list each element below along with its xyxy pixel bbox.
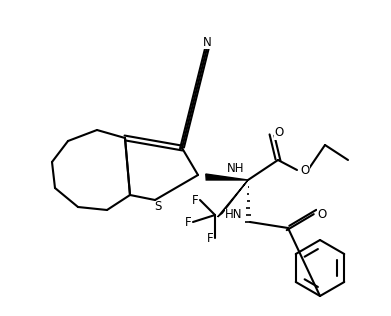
Text: S: S	[154, 200, 162, 214]
Text: F: F	[207, 232, 213, 245]
Text: NH: NH	[227, 162, 245, 175]
Text: HN: HN	[225, 209, 243, 222]
Text: F: F	[192, 193, 198, 206]
Text: O: O	[274, 126, 283, 139]
Text: F: F	[185, 216, 191, 228]
Polygon shape	[218, 180, 248, 217]
Text: O: O	[300, 163, 310, 177]
Text: N: N	[203, 35, 212, 48]
Text: O: O	[317, 208, 326, 221]
Polygon shape	[206, 174, 248, 180]
